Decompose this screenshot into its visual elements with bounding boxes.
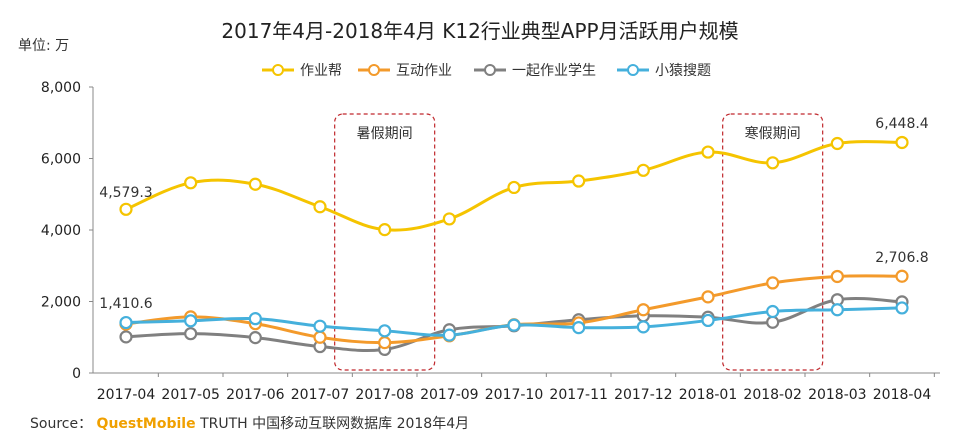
data-point	[572, 174, 586, 188]
data-point	[766, 156, 780, 170]
data-point	[184, 314, 198, 328]
data-point	[895, 269, 909, 283]
data-label: 2,706.8	[875, 250, 928, 266]
data-point	[701, 145, 715, 159]
y-tick-label: 2,000	[41, 295, 81, 311]
data-point	[636, 163, 650, 177]
data-point	[766, 315, 780, 329]
data-point	[248, 177, 262, 191]
data-point	[378, 336, 392, 350]
period-label: 寒假期间	[745, 125, 801, 142]
x-tick-label: 2018-02	[743, 387, 802, 403]
x-tick-label: 2017-12	[614, 387, 673, 403]
chart-title: 2017年4月-2018年4月 K12行业典型APP月活跃用户规模	[221, 19, 738, 43]
y-tick-label: 6,000	[41, 152, 81, 168]
data-label: 6,448.4	[875, 116, 929, 132]
data-point	[830, 303, 844, 317]
period-box	[722, 113, 824, 371]
data-point	[119, 315, 133, 330]
x-tick-label: 2018-01	[679, 387, 738, 403]
data-point	[442, 212, 456, 226]
source-rest: TRUTH 中国移动互联网数据库 2018年4月	[200, 416, 470, 432]
legend-label: 一起作业学生	[512, 63, 596, 79]
source-prefix: Source：	[30, 416, 93, 432]
data-point	[313, 200, 327, 214]
data-point	[119, 202, 133, 216]
legend-label: 作业帮	[300, 63, 342, 79]
data-point	[766, 304, 780, 319]
data-point	[184, 327, 198, 341]
data-point	[895, 301, 909, 315]
data-point	[248, 331, 262, 345]
x-tick-label: 2018-04	[873, 387, 932, 403]
x-tick-label: 2017-07	[291, 387, 350, 403]
data-point	[572, 320, 586, 335]
data-point	[830, 136, 844, 151]
legend-swatch-marker	[484, 64, 496, 76]
data-point	[830, 269, 844, 284]
data-point	[701, 313, 715, 328]
y-tick-label: 0	[72, 366, 81, 382]
period-label: 暑假期间	[357, 126, 413, 142]
legend-swatch-marker	[368, 64, 380, 76]
data-label: 1,410.6	[99, 296, 153, 312]
legend-swatch-marker	[627, 64, 639, 76]
period-box	[334, 113, 436, 371]
data-point	[701, 290, 715, 304]
unit-label: 单位: 万	[18, 38, 69, 54]
data-point	[184, 176, 198, 190]
data-point	[442, 328, 456, 342]
data-point	[378, 223, 392, 237]
source-brand: QuestMobile	[96, 416, 196, 432]
legend-label: 互动作业	[396, 63, 452, 79]
data-point	[636, 320, 650, 334]
data-point	[636, 303, 650, 317]
y-tick-label: 4,000	[41, 223, 81, 239]
source-note: Source： QuestMobile TRUTH 中国移动互联网数据库 201…	[30, 413, 469, 433]
data-point	[507, 180, 521, 195]
data-label: 4,579.3	[99, 185, 152, 201]
legend-swatch-marker	[272, 64, 284, 76]
x-tick-label: 2017-05	[161, 387, 220, 403]
data-point	[895, 135, 909, 150]
legend-label: 小猿搜题	[655, 63, 711, 79]
x-tick-label: 2017-09	[420, 387, 479, 403]
data-point	[119, 330, 133, 344]
data-point	[313, 330, 327, 344]
data-point	[248, 312, 262, 326]
x-tick-label: 2017-06	[226, 387, 285, 403]
y-tick-label: 8,000	[41, 80, 81, 96]
data-point	[378, 324, 392, 338]
x-tick-label: 2017-10	[485, 387, 544, 403]
x-tick-label: 2017-04	[97, 387, 156, 403]
x-tick-label: 2017-08	[355, 387, 414, 403]
data-point	[313, 319, 327, 333]
data-point	[766, 276, 780, 290]
data-point	[507, 318, 521, 332]
x-tick-label: 2017-11	[549, 387, 608, 403]
x-tick-label: 2018-03	[808, 387, 867, 403]
